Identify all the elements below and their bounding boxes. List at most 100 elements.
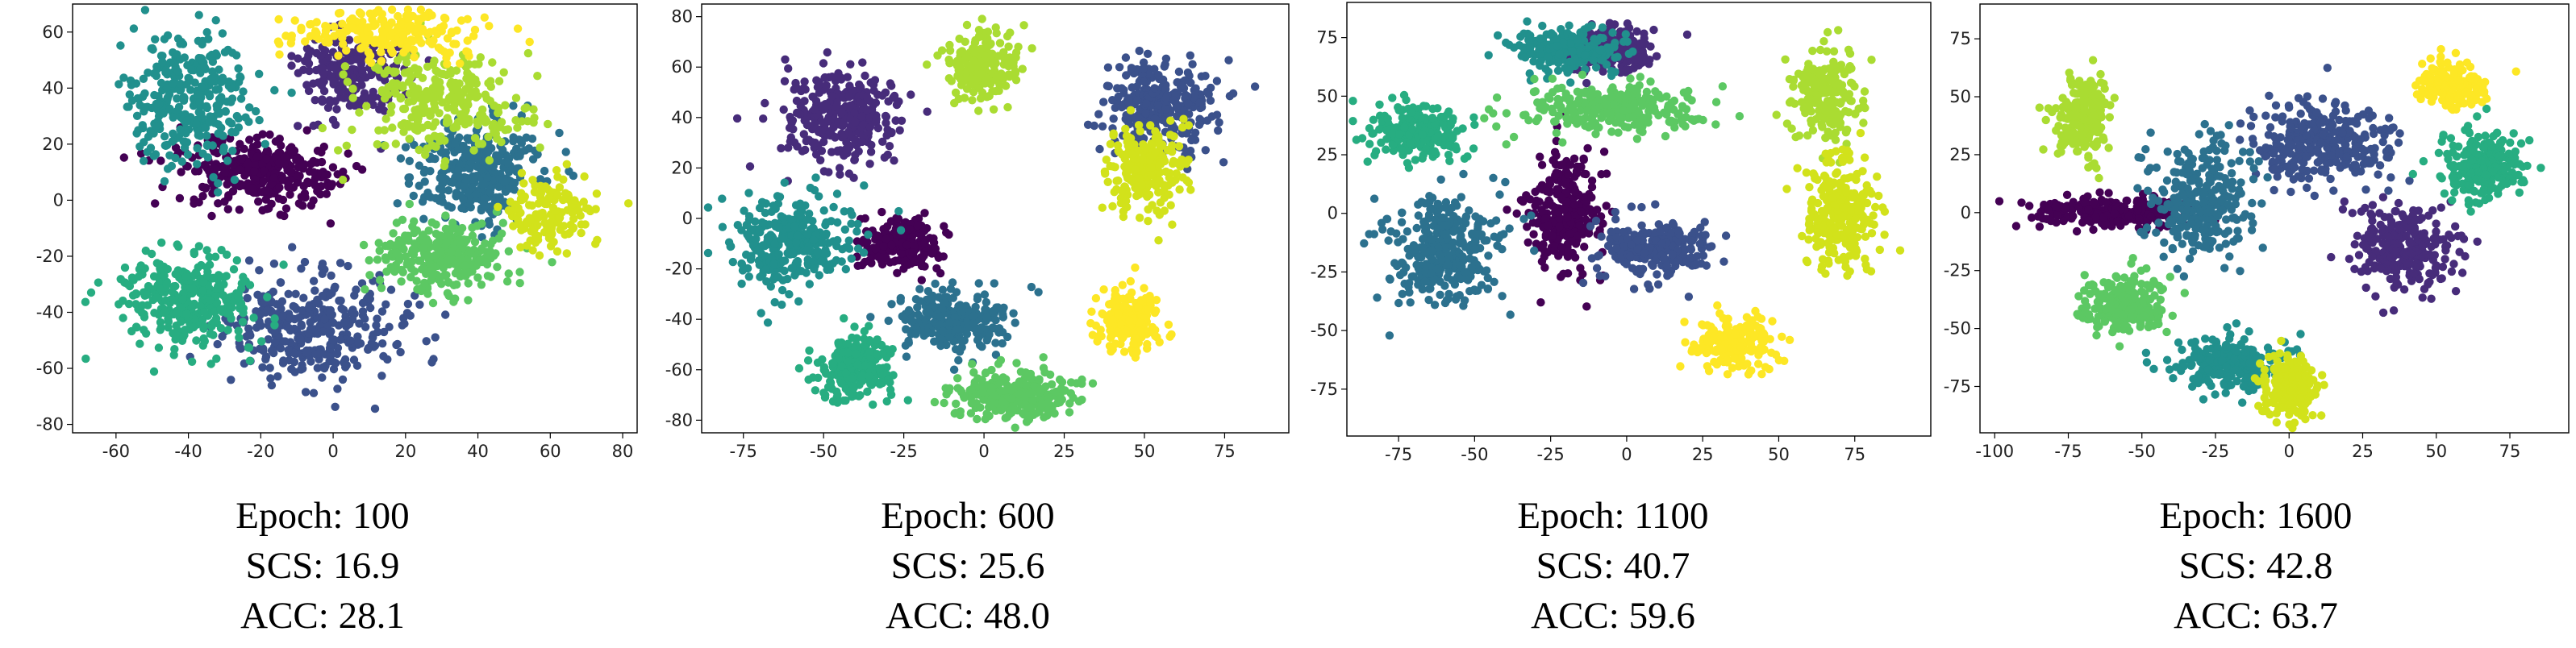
- data-point: [161, 296, 170, 305]
- data-point: [982, 314, 991, 322]
- data-point: [235, 333, 244, 343]
- data-point: [811, 138, 819, 147]
- data-point: [769, 260, 778, 268]
- data-point: [911, 330, 920, 339]
- data-point: [257, 337, 266, 346]
- data-point: [306, 318, 315, 327]
- data-point: [451, 139, 460, 148]
- data-point: [173, 309, 181, 318]
- data-point: [1103, 63, 1113, 72]
- data-point: [441, 224, 451, 234]
- data-point: [415, 181, 423, 190]
- data-point: [408, 222, 417, 231]
- data-point: [156, 78, 166, 88]
- data-point: [1098, 203, 1107, 212]
- data-point: [785, 290, 794, 299]
- data-point: [799, 130, 808, 139]
- data-point: [968, 96, 977, 105]
- data-point: [214, 179, 223, 188]
- data-point: [348, 93, 357, 102]
- data-point: [1003, 102, 1012, 112]
- data-point: [847, 219, 856, 228]
- data-point: [1104, 81, 1113, 91]
- data-point: [969, 318, 978, 328]
- data-point: [279, 260, 288, 269]
- data-point: [416, 5, 426, 15]
- data-point: [986, 39, 995, 48]
- data-point: [1190, 128, 1200, 137]
- data-point: [344, 261, 352, 271]
- data-point: [315, 349, 323, 358]
- data-point: [332, 348, 341, 358]
- data-point: [829, 202, 838, 212]
- data-point: [852, 227, 861, 236]
- points-group: [81, 5, 633, 413]
- data-point: [908, 248, 917, 257]
- data-point: [882, 397, 891, 406]
- data-point: [866, 147, 876, 156]
- data-point: [815, 192, 823, 201]
- data-point: [381, 300, 390, 309]
- data-point: [846, 60, 855, 69]
- data-point: [176, 55, 185, 64]
- data-point: [1043, 411, 1052, 420]
- data-point: [914, 310, 923, 319]
- data-point: [337, 304, 346, 313]
- data-point: [389, 229, 398, 238]
- data-point: [1039, 353, 1048, 362]
- data-point: [494, 109, 502, 118]
- cluster-3: [185, 243, 450, 413]
- data-point: [198, 56, 206, 64]
- data-point: [1088, 379, 1098, 388]
- data-point: [1212, 77, 1222, 85]
- data-point: [465, 152, 474, 161]
- data-point: [200, 337, 209, 346]
- data-point: [364, 345, 373, 354]
- data-point: [427, 39, 436, 48]
- data-point: [1027, 282, 1036, 292]
- data-point: [901, 315, 910, 324]
- data-point: [1002, 332, 1012, 342]
- data-point: [256, 321, 265, 330]
- data-point: [1002, 31, 1012, 41]
- data-point: [815, 271, 823, 280]
- data-point: [973, 374, 982, 383]
- data-point: [144, 69, 152, 77]
- data-point: [530, 188, 540, 197]
- data-point: [306, 201, 316, 210]
- data-point: [205, 92, 215, 101]
- data-point: [865, 123, 875, 131]
- data-point: [420, 11, 429, 21]
- data-point: [1172, 102, 1182, 111]
- data-point: [403, 68, 412, 77]
- data-point: [402, 259, 412, 268]
- data-point: [116, 41, 125, 50]
- data-point: [221, 107, 230, 116]
- data-point: [404, 98, 413, 106]
- data-point: [339, 70, 348, 79]
- data-point: [819, 239, 827, 247]
- data-point: [418, 197, 427, 206]
- data-point: [703, 248, 713, 258]
- data-point: [245, 280, 255, 289]
- data-point: [217, 246, 226, 255]
- data-point: [844, 244, 854, 253]
- data-point: [227, 376, 236, 384]
- data-point: [315, 299, 323, 308]
- data-point: [794, 297, 803, 306]
- data-point: [385, 322, 394, 331]
- data-point: [998, 306, 1007, 316]
- data-point: [802, 230, 812, 239]
- data-point: [526, 236, 535, 245]
- data-point: [982, 93, 991, 102]
- data-point: [790, 222, 799, 231]
- data-point: [1095, 144, 1104, 154]
- data-point: [198, 149, 207, 158]
- data-point: [321, 38, 330, 47]
- data-point: [236, 139, 244, 148]
- data-point: [460, 181, 469, 191]
- data-point: [366, 58, 376, 68]
- data-point: [959, 307, 968, 316]
- data-point: [465, 71, 473, 80]
- data-point: [469, 173, 478, 182]
